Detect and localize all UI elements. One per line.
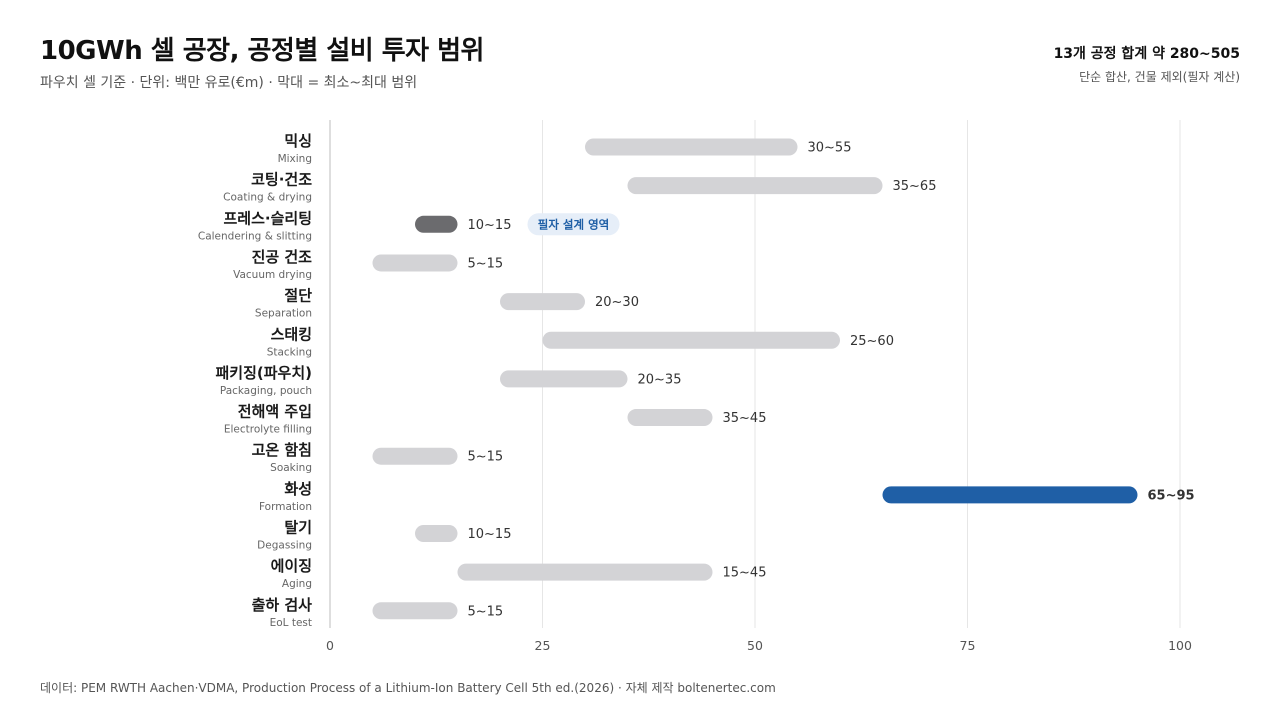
category-label: 코팅·건조 <box>251 171 312 189</box>
category-label: 전해액 주입 <box>238 403 312 421</box>
value-label: 10~15 <box>468 527 512 542</box>
badge-label: 필자 설계 영역 <box>538 217 610 231</box>
range-bar <box>882 486 1138 504</box>
category-label: 절단 <box>284 287 312 305</box>
category-label: 진공 건조 <box>252 248 313 266</box>
x-tick-label: 25 <box>535 638 551 653</box>
value-label: 25~60 <box>850 334 894 349</box>
range-bar <box>627 409 713 427</box>
chart-title: 10GWh 셀 공장, 공정별 설비 투자 범위 <box>40 36 484 66</box>
value-label: 10~15 <box>468 218 512 233</box>
category-sublabel: Packaging, pouch <box>220 385 312 397</box>
category-sublabel: Soaking <box>270 462 312 474</box>
range-bar <box>500 370 628 388</box>
category-label: 패키징(파우치) <box>215 364 312 382</box>
category-sublabel: Stacking <box>267 346 312 358</box>
range-bar <box>415 215 458 233</box>
value-label: 20~35 <box>638 372 682 387</box>
category-label: 탈기 <box>284 519 312 537</box>
summary-total: 13개 공정 합계 약 280~505 <box>1053 46 1240 62</box>
category-sublabel: Formation <box>259 501 312 513</box>
x-tick-label: 50 <box>747 638 763 653</box>
range-bar <box>500 293 585 311</box>
range-bar <box>542 331 840 349</box>
category-sublabel: Separation <box>255 308 312 320</box>
value-label: 30~55 <box>808 141 852 156</box>
category-label: 프레스·슬리팅 <box>224 209 313 227</box>
summary-note: 단순 합산, 건물 제외(필자 계산) <box>1079 70 1240 84</box>
category-sublabel: Calendering & slitting <box>198 230 312 242</box>
category-label: 화성 <box>284 480 312 498</box>
chart-subtitle: 파우치 셀 기준 · 단위: 백만 유로(€m) · 막대 = 최소~최대 범위 <box>40 75 418 91</box>
value-label: 5~15 <box>468 256 504 271</box>
range-bar <box>585 138 798 156</box>
x-tick-label: 75 <box>960 638 976 653</box>
range-bar <box>627 177 883 195</box>
category-label: 에이징 <box>271 557 312 575</box>
source-note: 데이터: PEM RWTH Aachen·VDMA, Production Pr… <box>40 681 776 695</box>
category-label: 고온 함침 <box>252 441 312 459</box>
value-label: 35~65 <box>893 179 937 194</box>
value-label: 65~95 <box>1148 488 1195 503</box>
category-sublabel: Degassing <box>257 540 312 552</box>
range-bar <box>457 563 713 581</box>
range-bar <box>372 602 458 620</box>
x-tick-label: 0 <box>326 638 334 653</box>
range-bar <box>372 254 458 272</box>
category-sublabel: Coating & drying <box>223 192 312 204</box>
category-sublabel: Aging <box>282 578 312 590</box>
badge-background <box>527 213 620 236</box>
value-label: 5~15 <box>468 604 504 619</box>
x-tick-label: 100 <box>1168 638 1192 653</box>
category-label: 스태킹 <box>271 325 312 343</box>
category-label: 출하 검사 <box>252 596 313 614</box>
value-label: 15~45 <box>723 566 767 581</box>
value-label: 20~30 <box>595 295 639 310</box>
range-bar <box>415 525 458 542</box>
value-label: 5~15 <box>468 450 504 465</box>
category-sublabel: Mixing <box>278 153 312 165</box>
category-sublabel: Vacuum drying <box>233 269 312 281</box>
value-label: 35~45 <box>723 411 767 426</box>
category-sublabel: EoL test <box>270 617 312 629</box>
category-sublabel: Electrolyte filling <box>224 424 312 436</box>
range-bar <box>372 447 458 465</box>
category-label: 믹싱 <box>284 132 312 150</box>
